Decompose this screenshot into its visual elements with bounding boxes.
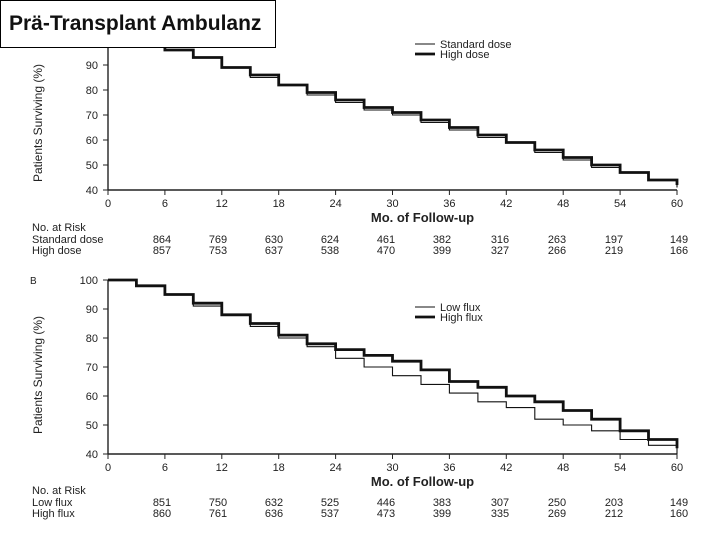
y-tick-label: 40 [86,185,98,197]
risk-value: 473 [377,508,395,520]
panel-label: B [30,276,37,287]
legend-label: Low flux [440,302,481,314]
risk-value: 538 [321,245,339,257]
risk-value: 636 [265,508,283,520]
risk-value: 537 [321,508,339,520]
series-line-low-flux [108,279,678,454]
risk-row-label: Standard dose [32,234,104,246]
y-tick-label: 60 [86,391,98,403]
y-tick-label: 90 [86,304,98,316]
risk-value: 399 [433,508,451,520]
risk-row-label: High flux [32,508,75,520]
x-tick-label: 36 [443,198,455,210]
y-tick-label: 60 [86,135,98,147]
y-tick-label: 70 [86,110,98,122]
risk-value: 525 [321,497,339,509]
risk-row-label: High dose [32,245,82,257]
x-tick-label: 54 [614,462,626,474]
x-tick-label: 54 [614,198,626,210]
x-tick-label: 6 [162,462,168,474]
risk-value: 250 [548,497,566,509]
x-tick-label: 30 [386,198,398,210]
risk-value: 197 [605,234,623,246]
risk-value: 753 [209,245,227,257]
risk-value: 203 [605,497,623,509]
y-tick-label: 50 [86,160,98,172]
y-axis-label: Patients Surviving (%) [31,316,45,434]
y-tick-label: 90 [86,60,98,72]
risk-value: 761 [209,508,227,520]
risk-value: 219 [605,245,623,257]
series-line-high-flux [108,278,679,449]
risk-value: 470 [377,245,395,257]
x-tick-label: 48 [557,462,569,474]
legend-label: Standard dose [440,39,512,51]
risk-value: 269 [548,508,566,520]
x-tick-label: 18 [273,198,285,210]
y-tick-label: 40 [86,449,98,461]
risk-value: 446 [377,497,395,509]
risk-value: 149 [670,234,688,246]
risk-value: 860 [153,508,171,520]
x-tick-label: 18 [273,462,285,474]
risk-table-title: No. at Risk [32,485,86,497]
x-tick-label: 12 [216,462,228,474]
x-tick-label: 36 [443,462,455,474]
x-tick-label: 12 [216,198,228,210]
risk-value: 263 [548,234,566,246]
risk-value: 307 [491,497,509,509]
x-tick-label: 60 [671,462,683,474]
legend-label: High flux [440,312,483,324]
y-tick-label: 70 [86,362,98,374]
x-tick-label: 0 [105,198,111,210]
risk-value: 637 [265,245,283,257]
x-tick-label: 42 [500,198,512,210]
risk-value: 166 [670,245,688,257]
risk-value: 382 [433,234,451,246]
risk-value: 851 [153,497,171,509]
risk-value: 632 [265,497,283,509]
y-axis-label: Patients Surviving (%) [31,64,45,182]
x-tick-label: 42 [500,462,512,474]
y-tick-label: 80 [86,333,98,345]
risk-table-title: No. at Risk [32,222,86,234]
x-tick-label: 6 [162,198,168,210]
risk-value: 624 [321,234,339,246]
risk-value: 316 [491,234,509,246]
risk-value: 630 [265,234,283,246]
series-line-high-dose [163,46,679,185]
risk-value: 335 [491,508,509,520]
x-tick-label: 30 [386,462,398,474]
x-tick-label: 48 [557,198,569,210]
risk-row-label: Low flux [32,497,73,509]
x-axis-label: Mo. of Follow-up [371,474,474,489]
x-tick-label: 60 [671,198,683,210]
page-title: Prä-Transplant Ambulanz [0,0,277,48]
risk-value: 750 [209,497,227,509]
risk-value: 857 [153,245,171,257]
risk-value: 399 [433,245,451,257]
x-tick-label: 0 [105,462,111,474]
risk-value: 864 [153,234,171,246]
risk-value: 149 [670,497,688,509]
risk-value: 769 [209,234,227,246]
risk-value: 461 [377,234,395,246]
legend-label: High dose [440,49,490,61]
risk-value: 383 [433,497,451,509]
risk-value: 212 [605,508,623,520]
risk-value: 160 [670,508,688,520]
risk-value: 266 [548,245,566,257]
x-tick-label: 24 [329,198,341,210]
y-tick-label: 100 [80,275,98,287]
risk-value: 327 [491,245,509,257]
y-tick-label: 50 [86,420,98,432]
x-axis-label: Mo. of Follow-up [371,210,474,225]
y-tick-label: 80 [86,85,98,97]
x-tick-label: 24 [329,462,341,474]
